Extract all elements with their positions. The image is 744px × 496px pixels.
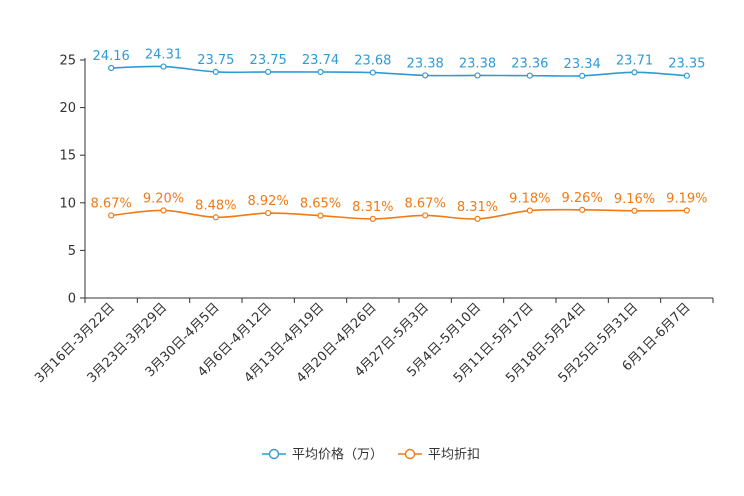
data-point-discount: [108, 212, 115, 219]
data-point-discount: [683, 207, 690, 214]
y-tick-label: 10: [59, 196, 76, 211]
data-label-price: 23.75: [197, 53, 234, 68]
data-label-price: 23.36: [511, 57, 548, 72]
data-label-price: 24.16: [93, 49, 130, 64]
data-point-price: [108, 64, 115, 72]
data-label-price: 23.38: [459, 56, 496, 71]
data-label-discount: 8.65%: [300, 197, 341, 212]
y-tick-label: 25: [59, 54, 76, 69]
data-label-discount: 8.31%: [457, 200, 498, 215]
series-line-price: [111, 65, 687, 77]
data-point-price: [526, 72, 533, 79]
data-label-discount: 9.18%: [509, 192, 550, 207]
data-point-price: [369, 69, 376, 76]
data-label-price: 23.68: [354, 54, 391, 69]
y-tick-label: 0: [68, 292, 76, 307]
data-point-price: [422, 72, 429, 79]
data-label-discount: 8.31%: [352, 200, 393, 215]
data-label-discount: 8.67%: [405, 196, 446, 211]
data-point-price: [474, 72, 481, 79]
data-point-discount: [317, 212, 324, 219]
data-point-price: [683, 72, 690, 79]
data-label-discount: 9.16%: [614, 192, 655, 207]
data-label-discount: 9.19%: [666, 192, 707, 207]
series-line-discount: [111, 208, 687, 220]
data-point-discount: [369, 215, 376, 222]
data-label-price: 23.35: [668, 57, 705, 72]
data-label-discount: 8.67%: [91, 196, 132, 211]
data-point-price: [317, 68, 324, 76]
data-label-discount: 8.92%: [248, 194, 289, 209]
legend-label: 平均折扣: [428, 448, 480, 463]
data-label-price: 23.38: [407, 56, 444, 71]
y-tick-label: 20: [59, 101, 76, 116]
data-point-price: [212, 68, 219, 76]
data-point-discount: [160, 207, 167, 214]
data-point-discount: [631, 207, 638, 214]
data-label-discount: 9.26%: [562, 191, 603, 206]
data-label-price: 23.75: [250, 53, 287, 68]
data-point-discount: [212, 214, 219, 221]
data-label-price: 23.34: [564, 57, 601, 72]
data-point-price: [631, 69, 638, 76]
data-label-price: 24.31: [145, 48, 182, 63]
legend-marker: [268, 448, 280, 460]
legend-item-discount: 平均折扣: [398, 448, 480, 463]
data-label-discount: 9.20%: [143, 191, 184, 206]
legend-item-price: 平均价格（万）: [262, 447, 383, 463]
data-point-price: [160, 63, 167, 70]
legend-label: 平均价格（万）: [292, 447, 383, 463]
data-label-discount: 8.48%: [195, 198, 236, 213]
data-label-price: 23.74: [302, 53, 339, 68]
y-tick-label: 15: [59, 149, 76, 164]
data-point-price: [265, 68, 272, 76]
y-tick-label: 5: [68, 244, 76, 259]
data-point-discount: [474, 215, 481, 222]
data-point-price: [579, 72, 586, 79]
legend-marker: [404, 448, 416, 460]
data-point-discount: [422, 212, 429, 219]
data-point-discount: [526, 207, 533, 214]
data-point-discount: [265, 209, 272, 217]
data-label-price: 23.71: [616, 53, 653, 68]
data-point-discount: [579, 206, 586, 213]
